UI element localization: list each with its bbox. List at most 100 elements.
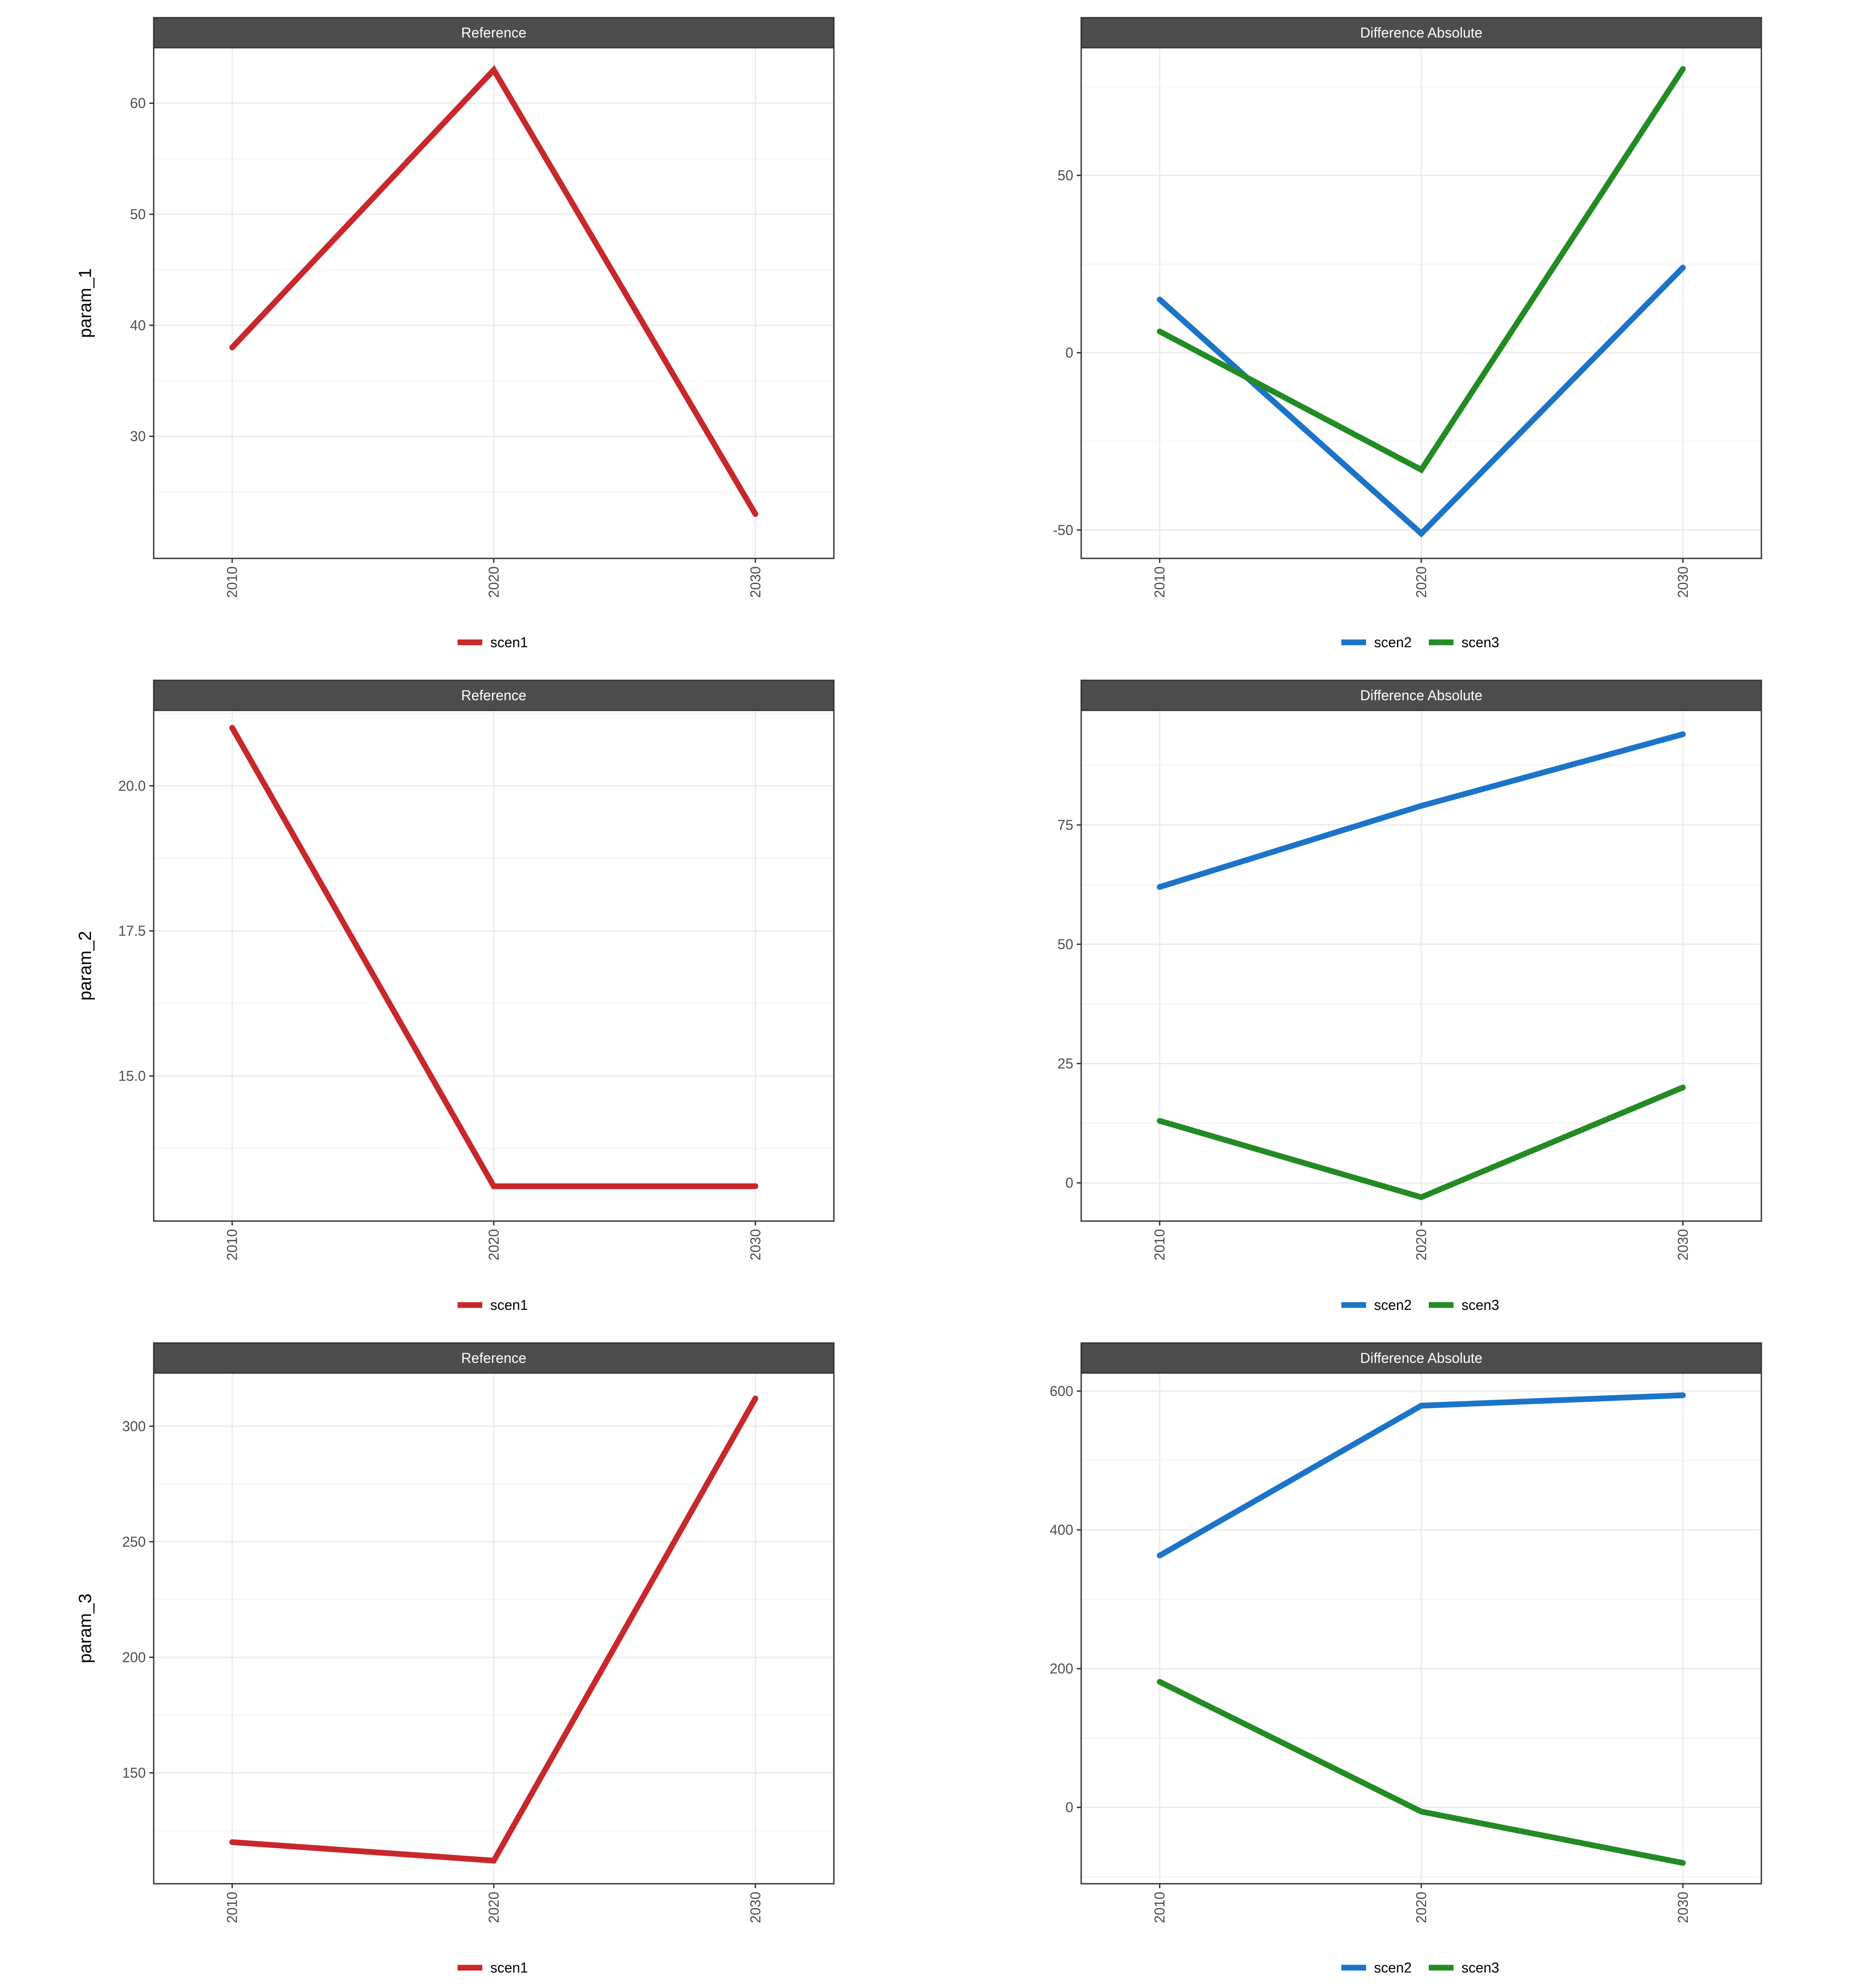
y-tick-label: 250 <box>122 1534 146 1550</box>
x-tick-label: 2010 <box>224 566 240 598</box>
data-point-scen1-2020 <box>491 1183 497 1189</box>
legend-label-scen3: scen3 <box>1461 634 1499 650</box>
y-tick-label: 40 <box>130 317 146 333</box>
legend-label-scen1: scen1 <box>490 1297 528 1313</box>
x-tick-label: 2030 <box>1675 1229 1691 1260</box>
legend: scen2 scen3 <box>1341 1960 1499 1976</box>
facet-strip-label: Reference <box>461 1350 526 1366</box>
y-tick-label: 200 <box>122 1649 146 1665</box>
legend: scen1 <box>458 1960 528 1976</box>
data-point-scen1-2030 <box>752 511 758 517</box>
facet-strip <box>1080 1342 1762 1374</box>
data-point-scen2-2020 <box>1418 803 1424 809</box>
data-point-scen2-2010 <box>1157 884 1163 890</box>
x-tick-label: 2030 <box>1675 566 1691 598</box>
y-axis-title: param_2 <box>76 931 95 1001</box>
y-tick-label: 300 <box>122 1418 146 1434</box>
data-point-scen1-2020 <box>491 67 497 73</box>
data-point-scen2-2010 <box>1157 296 1163 303</box>
panel-border <box>1080 47 1762 559</box>
x-tick-label: 2030 <box>1675 1892 1691 1923</box>
y-tick-label: 25 <box>1057 1055 1073 1071</box>
legend-label-scen3: scen3 <box>1461 1960 1499 1976</box>
legend-label-scen2: scen2 <box>1374 1297 1412 1313</box>
data-point-scen1-2010 <box>229 725 235 731</box>
y-tick-label: 150 <box>122 1765 146 1781</box>
y-tick-label: 600 <box>1050 1383 1073 1399</box>
y-tick-label: 50 <box>1057 936 1073 952</box>
x-tick-label: 2010 <box>224 1229 240 1260</box>
data-point-scen3-2020 <box>1418 467 1424 473</box>
y-tick-label: 400 <box>1050 1522 1073 1538</box>
panel-border <box>1080 1372 1762 1885</box>
legend-label-scen2: scen2 <box>1374 634 1412 650</box>
facet-strip-label: Reference <box>461 687 526 703</box>
x-tick-label: 2010 <box>1152 1892 1168 1923</box>
legend-label-scen2: scen2 <box>1374 1960 1412 1976</box>
facet-strip <box>153 1342 835 1374</box>
y-tick-label: 0 <box>1065 1799 1073 1815</box>
y-tick-label: 50 <box>1057 167 1073 183</box>
data-point-scen3-2020 <box>1418 1809 1424 1815</box>
data-point-scen2-2030 <box>1680 1392 1686 1398</box>
x-tick-label: 2020 <box>486 566 502 598</box>
panel-border <box>153 1372 835 1885</box>
facet-strip <box>153 17 835 49</box>
data-point-scen1-2020 <box>491 1858 497 1864</box>
y-tick-label: 200 <box>1050 1661 1073 1677</box>
facet-strip-label: Difference Absolute <box>1360 687 1483 703</box>
panel-border <box>153 47 835 559</box>
legend-label-scen1: scen1 <box>490 634 528 650</box>
x-tick-label: 2010 <box>1152 566 1168 598</box>
y-tick-label: 75 <box>1057 817 1073 833</box>
y-tick-label: 50 <box>130 206 146 222</box>
data-point-scen3-2030 <box>1680 66 1686 72</box>
x-tick-label: 2020 <box>1413 1229 1429 1260</box>
data-point-scen2-2020 <box>1418 531 1424 537</box>
panel-6: Difference Absolute 0 200 400 600 2010 2020 203… <box>1050 1342 1762 1976</box>
data-point-scen3-2030 <box>1680 1860 1686 1866</box>
data-point-scen1-2030 <box>752 1396 758 1402</box>
facet-strip-label: Difference Absolute <box>1360 1350 1483 1366</box>
panel-2: Difference Absolute -50 0 50 2010 2020 2030 sce… <box>1053 17 1762 650</box>
panel-border <box>1080 709 1762 1222</box>
facet-strip <box>153 679 835 711</box>
x-tick-label: 2030 <box>747 1229 763 1260</box>
x-tick-label: 2020 <box>486 1229 502 1260</box>
legend-label-scen1: scen1 <box>490 1960 528 1976</box>
data-point-scen3-2030 <box>1680 1084 1686 1090</box>
x-tick-label: 2010 <box>1152 1229 1168 1260</box>
x-tick-label: 2030 <box>747 1892 763 1923</box>
data-point-scen2-2010 <box>1157 1552 1163 1559</box>
legend: scen2 scen3 <box>1341 634 1499 650</box>
legend-label-scen3: scen3 <box>1461 1297 1499 1313</box>
legend: scen1 <box>458 1297 528 1313</box>
y-tick-label: 0 <box>1065 345 1073 360</box>
x-tick-label: 2030 <box>747 566 763 598</box>
facet-strip-label: Reference <box>461 25 526 41</box>
legend: scen2 scen3 <box>1341 1297 1499 1313</box>
y-tick-label: 60 <box>130 95 146 111</box>
data-point-scen3-2010 <box>1157 328 1163 334</box>
panel-5: Reference 150 200 250 300 2010 2020 2030 param_3… <box>76 1342 835 1976</box>
data-point-scen3-2020 <box>1418 1194 1424 1200</box>
data-point-scen1-2030 <box>752 1183 758 1189</box>
y-tick-label: 20.0 <box>118 778 146 794</box>
panel-1: Reference 30 40 50 60 2010 2020 2030 param_1scen… <box>76 17 835 650</box>
data-point-scen3-2010 <box>1157 1118 1163 1124</box>
x-tick-label: 2020 <box>1413 566 1429 598</box>
data-point-scen2-2030 <box>1680 731 1686 737</box>
y-tick-label: 15.0 <box>118 1068 146 1084</box>
data-point-scen3-2010 <box>1157 1679 1163 1685</box>
y-axis-title: param_3 <box>76 1593 95 1663</box>
x-tick-label: 2020 <box>1413 1892 1429 1923</box>
x-tick-label: 2020 <box>486 1892 502 1923</box>
data-point-scen2-2020 <box>1418 1403 1424 1409</box>
y-tick-label: 30 <box>130 429 146 444</box>
data-point-scen2-2030 <box>1680 265 1686 271</box>
x-tick-label: 2010 <box>224 1892 240 1923</box>
legend: scen1 <box>458 634 528 650</box>
y-tick-label: 0 <box>1065 1175 1073 1191</box>
data-point-scen1-2010 <box>229 1839 235 1845</box>
